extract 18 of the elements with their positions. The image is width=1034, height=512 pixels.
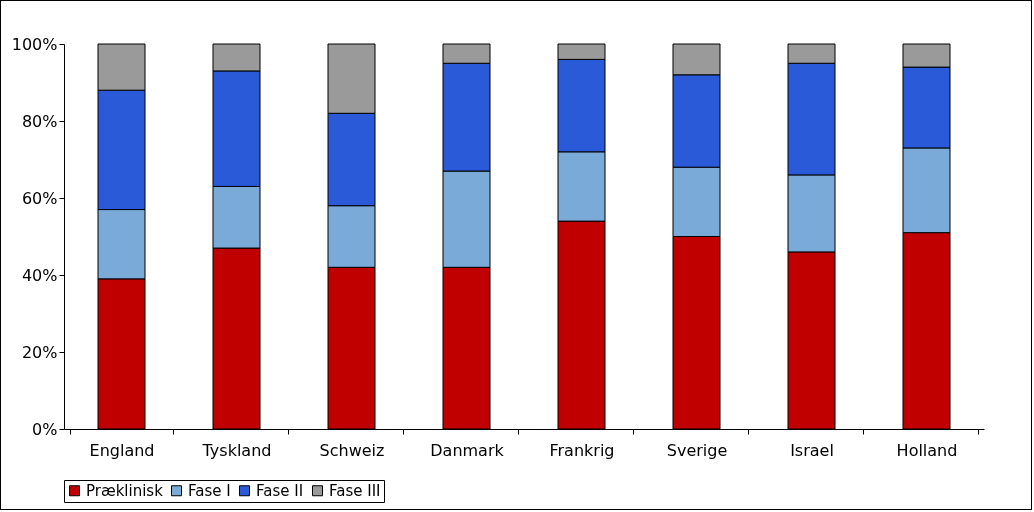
y-tick-label: 100%	[11, 34, 58, 54]
y-tick-label: 80%	[21, 111, 58, 131]
x-tick-label: Danmark	[430, 440, 505, 460]
x-tick-label: Tyskland	[201, 440, 272, 460]
legend-label: Præklinisk	[86, 481, 164, 500]
y-tick-label: 60%	[21, 188, 58, 208]
x-tick-label: Frankrig	[549, 440, 615, 460]
x-tick-label: Israel	[790, 440, 834, 460]
x-tick-label: Sverige	[666, 440, 728, 460]
y-tick-label: 40%	[21, 265, 58, 285]
y-tick-label: 0%	[32, 419, 58, 439]
legend-label: Fase III	[329, 481, 381, 500]
legend-label: Fase II	[256, 481, 304, 500]
y-tick-label: 20%	[21, 342, 58, 362]
legend-label: Fase I	[188, 481, 231, 500]
x-tick-label: Schweiz	[319, 440, 385, 460]
x-tick-label: England	[89, 440, 155, 460]
x-tick-label: Holland	[896, 440, 958, 460]
